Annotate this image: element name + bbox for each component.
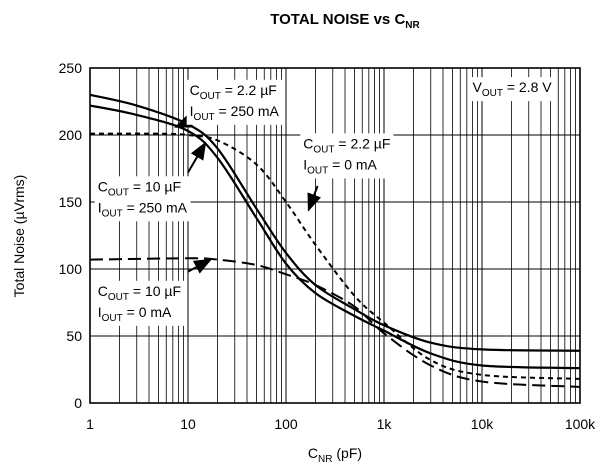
annotation-line: C (98, 178, 108, 194)
y-tick-label: 0 (74, 395, 82, 411)
series-line-s2 (89, 104, 581, 370)
chart-title: TOTAL NOISE vs CNR (270, 11, 420, 31)
annotation-text: COUT = 10 µF IOUT = 0 mA (98, 283, 181, 324)
y-tick-label: 150 (59, 194, 83, 210)
series-line-s3 (89, 132, 581, 380)
annotation-background (186, 79, 283, 125)
series-line-s4 (89, 257, 581, 388)
annotation-line: I (303, 156, 307, 172)
annotation-background (469, 77, 556, 102)
annotation-value: = 2.2 µF (221, 82, 277, 98)
annotation-subscript: OUT (108, 187, 129, 198)
annotation-line: I (98, 199, 102, 215)
annotation-subscript: OUT (482, 88, 503, 99)
x-tick-labels: 1 10 100 1k 10k 100k (86, 416, 596, 432)
x-tick-label: 10k (471, 416, 495, 432)
x-tick-label: 1 (86, 416, 94, 432)
x-tick-label: 10 (180, 416, 196, 432)
annotation-text: COUT = 2.2 µF IOUT = 0 mA (303, 135, 390, 176)
annotation-subscript: OUT (194, 112, 215, 123)
x-tick-label: 100k (565, 416, 596, 432)
annotation-line: I (98, 304, 102, 320)
x-axis-label-sub: NR (318, 454, 332, 465)
chart-title-main: TOTAL NOISE vs C (270, 11, 405, 28)
annotation-value: = 0 mA (123, 304, 172, 320)
annotation-arrow (307, 185, 321, 212)
annotation-line: V (473, 79, 483, 95)
annotation-line: C (190, 82, 200, 98)
x-axis-label-main: C (308, 445, 318, 461)
chart-title-sub: NR (405, 20, 420, 31)
y-tick-label: 250 (59, 60, 83, 76)
annotation-arrow (187, 258, 213, 274)
annotation-background (94, 280, 185, 326)
x-tick-label: 100 (274, 416, 298, 432)
annotation-label: COUT = 2.2 µF IOUT = 0 mA (300, 133, 394, 179)
annotation-value: = 2.2 µF (334, 135, 390, 151)
annotation-value: = 10 µF (129, 283, 181, 299)
annotation-text: VOUT = 2.8 V (473, 79, 553, 99)
annotation-value: = 0 mA (328, 156, 377, 172)
plot-frame (89, 67, 581, 404)
annotation-text: COUT = 2.2 µF IOUT = 250 mA (190, 82, 280, 123)
annotation-arrow (187, 141, 207, 174)
annotation-value: = 250 mA (123, 199, 188, 215)
annotation-line: I (190, 103, 194, 119)
annotation-label: COUT = 10 µF IOUT = 0 mA (94, 280, 185, 326)
annotation-line: C (303, 135, 313, 151)
annotation-subscript: OUT (200, 91, 221, 102)
annotation-background (300, 133, 394, 179)
y-axis-label: Total Noise (µVrms) (11, 175, 27, 298)
y-tick-label: 100 (59, 261, 83, 277)
y-tick-label: 50 (66, 328, 82, 344)
y-tick-labels: 0 50 100 150 200 250 (59, 60, 83, 411)
annotation-line: C (98, 283, 108, 299)
annotation-label: COUT = 10 µF IOUT = 250 mA (94, 176, 191, 222)
annotation-subscript: OUT (108, 292, 129, 303)
y-tick-label: 200 (59, 127, 83, 143)
x-axis-label: CNR (pF) (308, 445, 362, 465)
annotation-subscript: OUT (102, 313, 123, 324)
annotation-value: = 250 mA (215, 103, 280, 119)
x-axis-label-suffix: (pF) (333, 445, 363, 461)
annotation-value: = 10 µF (129, 178, 181, 194)
annotation-subscript: OUT (313, 144, 334, 155)
annotation-subscript: OUT (307, 165, 328, 176)
annotation-text: COUT = 10 µF IOUT = 250 mA (98, 178, 188, 219)
annotation-label: VOUT = 2.8 V (469, 77, 556, 102)
annotation-value: = 2.8 V (503, 79, 552, 95)
annotation-subscript: OUT (102, 208, 123, 219)
annotation-background (94, 176, 191, 222)
x-tick-label: 1k (377, 416, 393, 432)
grid (89, 67, 580, 404)
annotation-label: COUT = 2.2 µF IOUT = 250 mA (186, 79, 283, 125)
